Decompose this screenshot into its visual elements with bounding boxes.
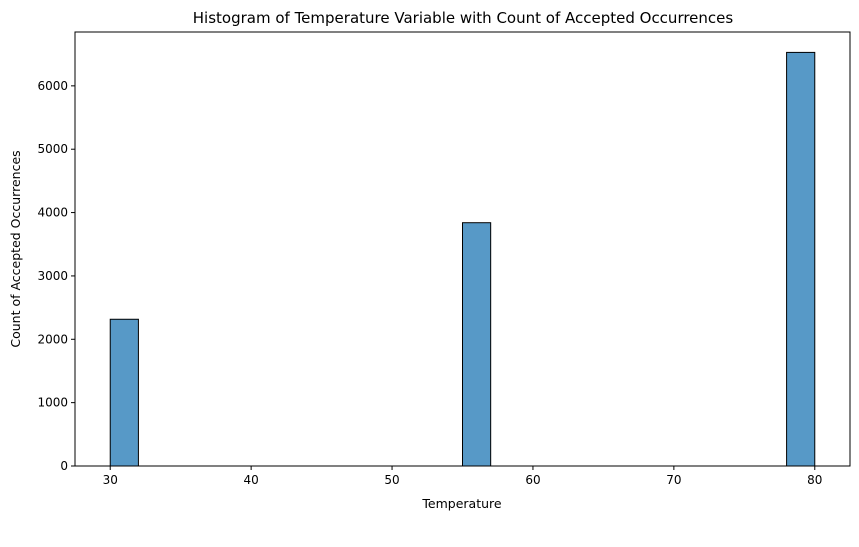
- y-tick-label: 6000: [37, 79, 68, 93]
- histogram-bar-1: [109, 318, 139, 467]
- x-tick-label: 40: [243, 473, 258, 487]
- x-tick-label: 80: [807, 473, 822, 487]
- x-tick-label: 70: [666, 473, 681, 487]
- x-tick-label: 60: [525, 473, 540, 487]
- bars-group: [109, 51, 816, 467]
- histogram-bar-3: [786, 51, 816, 467]
- y-axis-label: Count of Accepted Occurrences: [8, 150, 23, 347]
- y-tick-label: 0: [60, 459, 68, 473]
- x-axis-label: Temperature: [421, 496, 501, 511]
- y-tick-label: 5000: [37, 142, 68, 156]
- x-tick-label: 30: [103, 473, 118, 487]
- x-tick-label: 50: [384, 473, 399, 487]
- y-tick-label: 2000: [37, 332, 68, 346]
- histogram-bar-2: [462, 222, 492, 467]
- y-axis: 0 1000 2000 3000 4000 5000 6000: [37, 79, 75, 473]
- x-axis: 30 40 50 60 70 80: [103, 466, 822, 487]
- plot-frame: [74, 31, 851, 467]
- y-tick-label: 4000: [37, 206, 68, 220]
- y-tick-label: 3000: [37, 269, 68, 283]
- y-tick-label: 1000: [37, 396, 68, 410]
- chart-title: Histogram of Temperature Variable with C…: [193, 9, 734, 27]
